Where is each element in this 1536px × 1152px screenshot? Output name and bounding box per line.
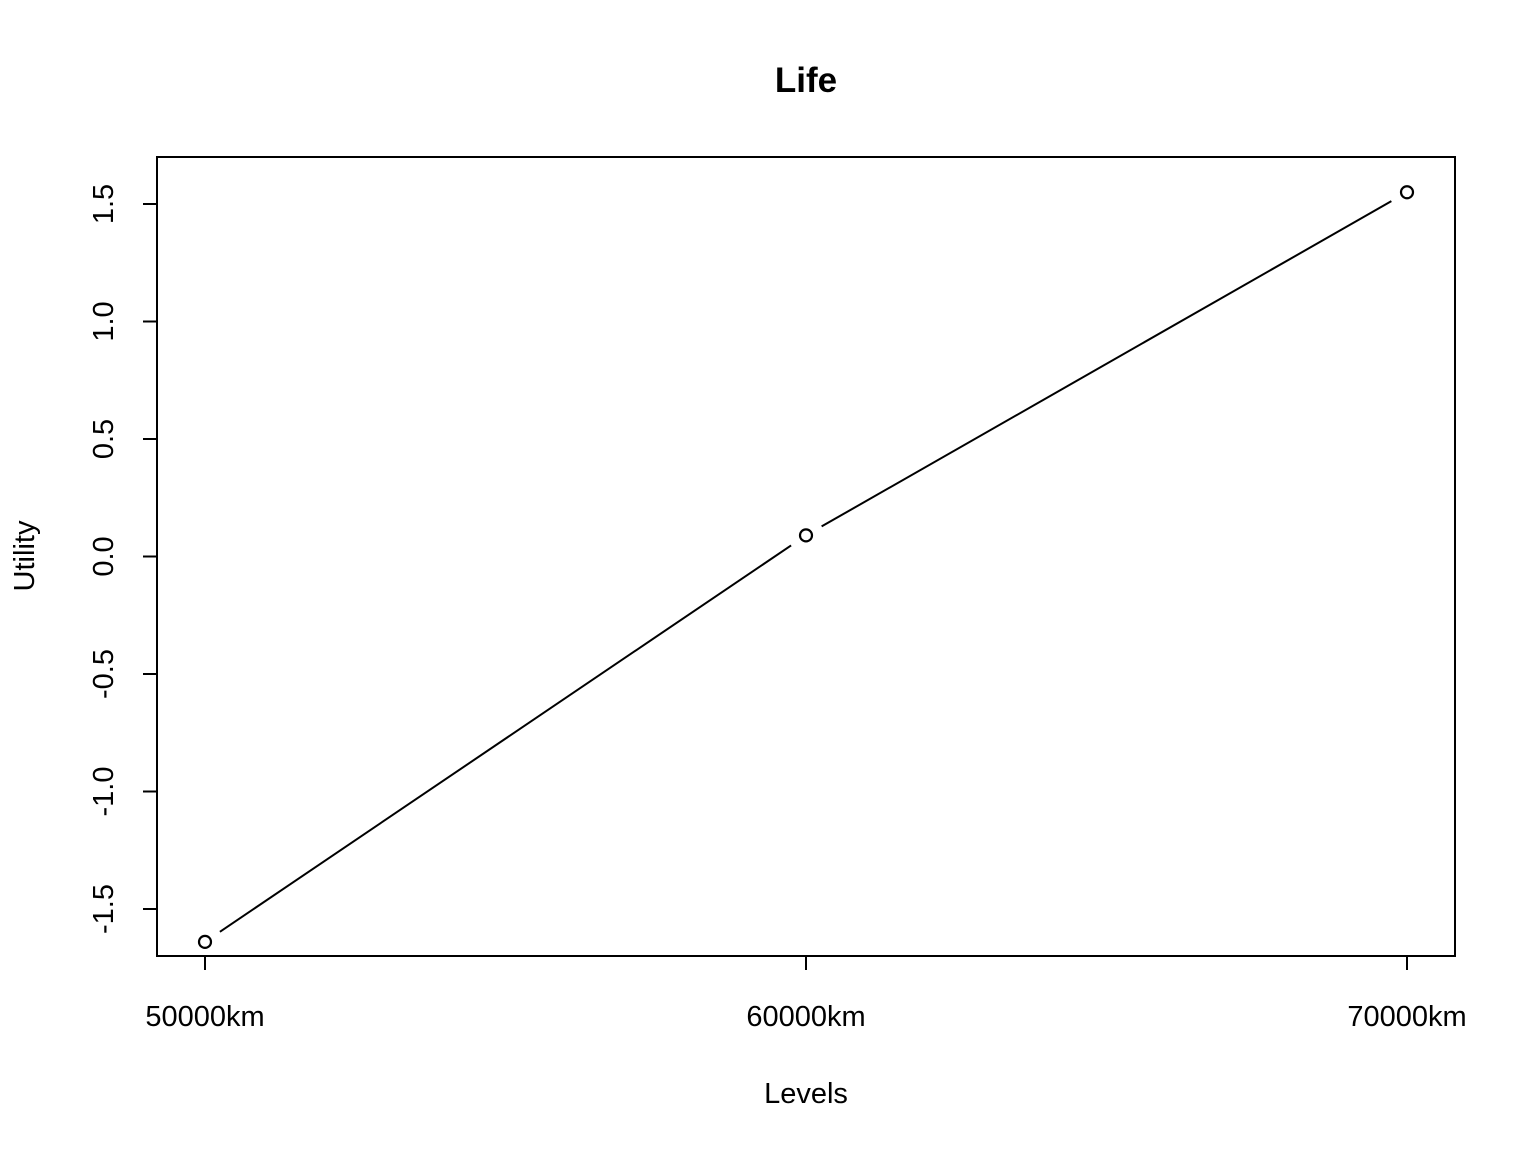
data-point	[197, 934, 213, 950]
line-segment	[821, 200, 1392, 528]
x-tick-label: 70000km	[1347, 1001, 1466, 1033]
data-point	[1399, 185, 1415, 200]
y-tick-label: 1.5	[88, 184, 120, 224]
y-tick-label: 0.5	[88, 419, 120, 459]
x-axis-label: Levels	[764, 1078, 848, 1110]
y-axis: -1.5 -1.0 -0.5 0.0 0.5 1.0 1.5	[88, 184, 158, 934]
y-tick-label: 1.0	[88, 301, 120, 341]
series-line	[197, 185, 1415, 950]
data-point	[798, 528, 814, 543]
x-axis: 50000km 60000km 70000km	[145, 955, 1467, 1033]
y-tick-label: -1.0	[88, 767, 120, 817]
y-tick-label: 0.0	[88, 536, 120, 576]
y-tick-label: -1.5	[88, 884, 120, 934]
x-tick-label: 60000km	[746, 1001, 865, 1033]
y-tick-label: -0.5	[88, 649, 120, 699]
x-tick-label: 50000km	[145, 1001, 264, 1033]
line-segment	[219, 544, 792, 933]
y-axis-label: Utility	[9, 520, 41, 591]
chart-title: Life	[775, 61, 837, 100]
